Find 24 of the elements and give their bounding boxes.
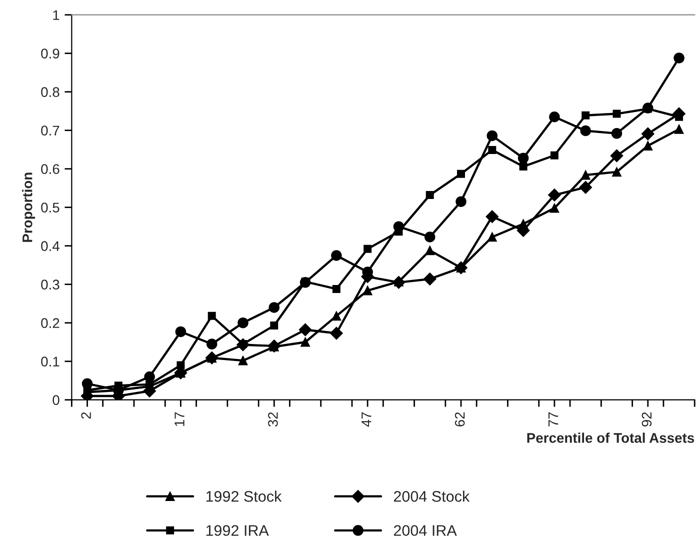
y-tick-label: 0.2 (41, 318, 60, 328)
x-tick-label: 47 (362, 412, 372, 427)
x-tick-label: 62 (454, 412, 465, 426)
x-tick-label: 92 (642, 412, 652, 426)
legend-label: 2004 Stock (394, 490, 470, 502)
y-tick-label: 0.7 (41, 126, 60, 136)
legend-label: 1992 IRA (206, 525, 269, 536)
y-tick-label: 0.9 (41, 48, 60, 59)
y-tick-label: 0.4 (41, 241, 60, 252)
y-tick-label: 0 (52, 395, 60, 406)
y-tick-label: 1 (53, 10, 60, 20)
y-tick-label: 0.5 (41, 202, 60, 213)
x-tick-label: 2 (81, 412, 91, 419)
y-tick-label: 0.6 (41, 164, 60, 174)
x-tick-label: 32 (268, 412, 278, 427)
x-tick-label: 77 (548, 412, 558, 426)
y-tick-label: 0.8 (41, 87, 60, 98)
x-tick-label: 17 (174, 412, 184, 426)
y-axis-title: Proportion (22, 172, 36, 242)
x-axis-title: Percentile of Total Assets (527, 432, 694, 443)
y-tick-label: 0.3 (41, 280, 60, 290)
y-tick-label: 0.1 (41, 356, 60, 367)
legend-label: 2004 IRA (394, 525, 457, 536)
legend-label: 1992 Stock (206, 490, 282, 502)
